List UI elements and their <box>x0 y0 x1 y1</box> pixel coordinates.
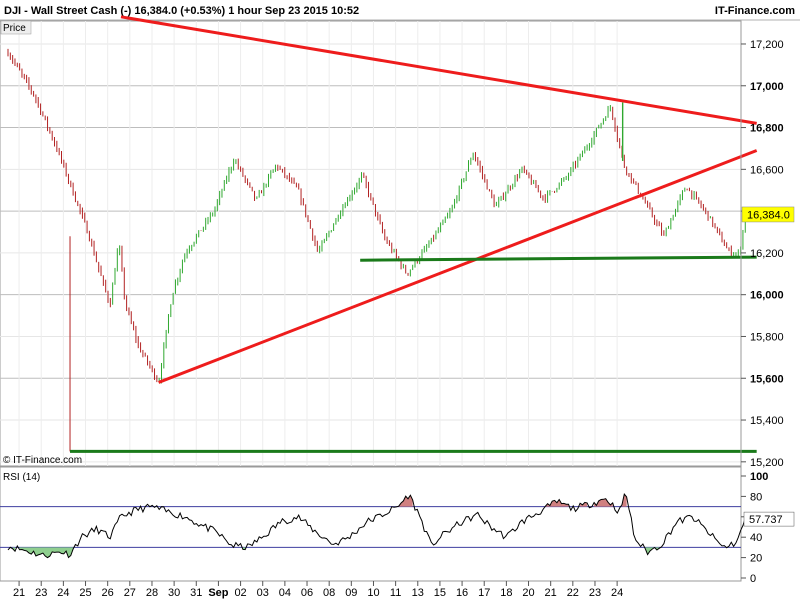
rsi-axis: 020406080100 <box>741 471 768 585</box>
rsi-tick-label: 80 <box>750 491 762 503</box>
x-tick-label: 26 <box>102 587 114 599</box>
price-tick-label: 15,800 <box>750 331 784 343</box>
x-tick-label: 31 <box>190 587 202 599</box>
rsi-panel-label: RSI (14) <box>3 472 40 483</box>
price-tick-label: 15,200 <box>750 457 784 469</box>
current-price-value: 16,384.0 <box>747 209 790 221</box>
price-panel-label: Price <box>3 23 26 34</box>
x-tick-label: 09 <box>345 587 357 599</box>
x-tick-label: 16 <box>456 587 468 599</box>
x-tick-label: 10 <box>367 587 379 599</box>
rsi-overbought-fill <box>580 502 588 507</box>
rsi-panel: RSI (14) <box>0 466 746 582</box>
price-annotations <box>70 15 758 453</box>
x-tick-label: 28 <box>146 587 158 599</box>
x-tick-label: 13 <box>412 587 424 599</box>
trendline <box>158 149 758 384</box>
rsi-overbought-fill <box>594 498 613 507</box>
x-tick-label: 25 <box>79 587 91 599</box>
x-tick-label: 11 <box>390 587 401 599</box>
x-tick-label: 20 <box>522 587 534 599</box>
watermark: © IT-Finance.com <box>3 455 82 466</box>
trendline <box>120 15 757 125</box>
x-axis: 21 23 24 25 26 27 28 30 31 Sep 02 03 04 06 08 09 10 11 13 1… <box>0 580 741 599</box>
price-tick-label: 16,800 <box>750 123 784 135</box>
price-grid <box>0 21 741 466</box>
rsi-overbought-fill <box>621 494 627 507</box>
x-tick-label: 08 <box>323 587 335 599</box>
rsi-overbought-fill <box>398 495 413 507</box>
price-axis: 15,20015,40015,60015,80016,00016,20016,4… <box>740 21 784 581</box>
x-tick-label: 22 <box>567 587 579 599</box>
x-tick-label: 24 <box>57 587 69 599</box>
rsi-line <box>7 492 746 559</box>
price-tick-label: 16,000 <box>750 290 784 302</box>
price-tick-label: 16,200 <box>750 248 784 260</box>
price-tick-label: 17,200 <box>750 39 784 51</box>
header-bar: DJI - Wall Street Cash (-) 16,384.0 (+0.… <box>0 0 800 21</box>
price-panel: Price © IT-Finance.com <box>0 15 758 467</box>
rsi-path <box>7 492 746 559</box>
x-tick-label: 23 <box>589 587 601 599</box>
x-tick-label: 23 <box>35 587 47 599</box>
x-tick-label: 24 <box>611 587 623 599</box>
rsi-grid <box>0 506 741 548</box>
x-tick-label: 18 <box>500 587 512 599</box>
x-tick-label: 04 <box>279 587 291 599</box>
x-tick-label: 02 <box>234 587 246 599</box>
current-price-tag: 16,384.0 <box>741 206 795 223</box>
x-tick-label: 27 <box>124 587 136 599</box>
x-tick-label: 03 <box>257 587 269 599</box>
x-tick-label: 17 <box>478 587 490 599</box>
x-tick-label: 06 <box>301 587 313 599</box>
x-tick-label: 15 <box>434 587 446 599</box>
price-tick-label: 15,400 <box>750 415 784 427</box>
chart-header-title: DJI - Wall Street Cash (-) 16,384.0 (+0.… <box>4 5 359 17</box>
rsi-tick-label: 100 <box>750 471 768 483</box>
rsi-tick-label: 40 <box>750 532 762 544</box>
x-tick-label: 21 <box>545 587 557 599</box>
rsi-tick-label: 0 <box>750 573 756 585</box>
x-tick-label: 21 <box>13 587 25 599</box>
price-tick-label: 15,600 <box>750 373 784 385</box>
current-rsi-tag: 57.737 <box>743 511 795 527</box>
rsi-oversold-fill <box>19 547 74 558</box>
price-tick-label: 17,000 <box>750 81 784 93</box>
x-tick-label: Sep <box>208 587 228 599</box>
x-tick-label: 30 <box>168 587 180 599</box>
current-rsi-value: 57.737 <box>749 514 783 526</box>
price-tick-label: 16,600 <box>750 164 784 176</box>
rsi-tick-label: 20 <box>750 553 762 565</box>
support-line <box>360 255 757 262</box>
brand-label: IT-Finance.com <box>715 5 795 17</box>
